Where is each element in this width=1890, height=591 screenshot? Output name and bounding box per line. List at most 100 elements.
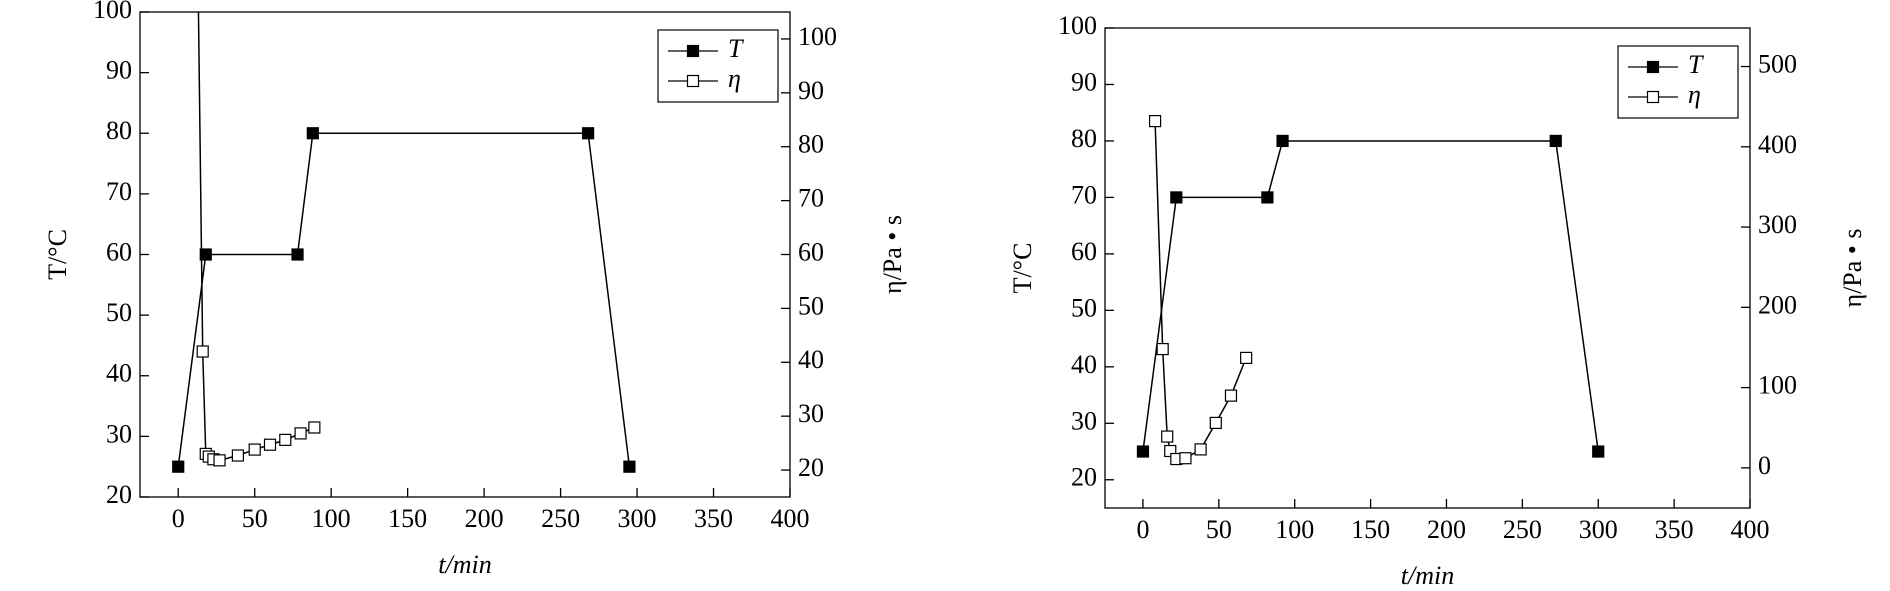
y2-tick-label: 400	[1758, 130, 1797, 159]
plot-frame	[1104, 27, 1751, 509]
y2-tick-label: 300	[1758, 210, 1797, 239]
marker	[623, 460, 636, 473]
y-tick-label: 80	[1071, 124, 1097, 153]
marker	[196, 345, 209, 358]
series-layer	[172, 12, 636, 473]
series-layer	[1136, 115, 1605, 466]
series-line	[177, 132, 631, 467]
marker	[1209, 416, 1222, 430]
chart: 0 50 100 150 200 250 300 350 400 20 30 40 50 60 70 80 90…	[1008, 11, 1867, 590]
marker	[1136, 445, 1150, 458]
y-tick-label: 20	[106, 480, 132, 509]
legend-box	[657, 29, 779, 103]
y2-axis-label: η/Pa • s	[1838, 228, 1867, 307]
chart: 0 50 100 150 200 250 300 350 400 20 30 40 50 60 70 80 90…	[43, 0, 907, 579]
y-tick-label: 30	[1071, 406, 1097, 435]
marker	[263, 438, 277, 451]
legend-marker	[686, 74, 700, 88]
series-line	[1154, 121, 1247, 460]
y-tick-label: 90	[1071, 67, 1097, 96]
legend-marker	[686, 44, 700, 58]
y2-tick-label: 200	[1758, 290, 1797, 319]
y2-tick-label: 20	[798, 453, 824, 482]
marker	[1276, 134, 1289, 148]
y-tick-label: 80	[106, 116, 132, 145]
legend-label: η	[728, 64, 741, 93]
x-tick-label: 150	[1351, 515, 1390, 544]
marker	[291, 248, 304, 261]
x-tick-label: 100	[312, 504, 351, 533]
y2-tick-label: 40	[798, 345, 824, 374]
legend-box	[1617, 45, 1739, 119]
y-tick-label: 30	[106, 419, 132, 448]
y-tick-label: 100	[93, 0, 132, 24]
marker	[1549, 134, 1562, 148]
y-tick-label: 40	[1071, 350, 1097, 379]
y2-tick-label: 60	[798, 237, 824, 266]
marker	[294, 427, 307, 440]
marker	[1170, 191, 1183, 204]
x-tick-label: 150	[388, 504, 427, 533]
y-tick-label: 90	[106, 56, 132, 85]
y-tick-label: 70	[106, 177, 132, 206]
legend-label: η	[1688, 80, 1701, 109]
x-tick-label: 250	[541, 504, 580, 533]
marker	[248, 443, 261, 456]
y2-tick-label: 70	[798, 184, 824, 213]
x-tick-label: 50	[242, 504, 268, 533]
series-line	[1142, 140, 1599, 452]
marker	[1592, 445, 1605, 458]
marker	[1261, 191, 1274, 204]
x-axis-label: t/min	[438, 550, 491, 579]
x-tick-label: 100	[1275, 515, 1314, 544]
legend-label: T	[728, 34, 744, 63]
y2-tick-label: 90	[798, 76, 824, 105]
y-tick-label: 20	[1071, 463, 1097, 492]
x-tick-label: 200	[1427, 515, 1466, 544]
marker	[1224, 389, 1238, 402]
marker	[172, 460, 185, 473]
y2-tick-label: 500	[1758, 49, 1797, 78]
legend-marker	[1646, 90, 1660, 104]
marker	[1148, 115, 1162, 128]
marker	[1161, 430, 1174, 443]
x-tick-label: 400	[771, 504, 810, 533]
y-tick-label: 40	[106, 359, 132, 388]
y-axis-label: T/°C	[1008, 243, 1037, 294]
marker	[582, 127, 595, 140]
y-tick-label: 60	[106, 237, 132, 266]
marker	[213, 454, 226, 467]
marker	[199, 248, 212, 261]
x-tick-label: 350	[1655, 515, 1694, 544]
y2-tick-label: 100	[1758, 371, 1797, 400]
x-tick-label: 50	[1206, 515, 1232, 544]
y2-tick-label: 80	[798, 130, 824, 159]
marker	[308, 421, 321, 434]
x-tick-label: 300	[1579, 515, 1618, 544]
marker	[306, 127, 319, 140]
marker	[1240, 351, 1253, 364]
x-tick-label: 0	[172, 504, 185, 533]
x-tick-label: 0	[1136, 515, 1149, 544]
x-tick-label: 400	[1731, 515, 1770, 544]
marker	[231, 449, 244, 462]
y2-tick-label: 100	[798, 22, 837, 51]
x-axis-label: t/min	[1401, 561, 1454, 590]
marker	[1156, 342, 1169, 356]
legend-marker	[1646, 60, 1660, 74]
x-tick-label: 200	[465, 504, 504, 533]
x-tick-label: 350	[694, 504, 733, 533]
y2-tick-label: 30	[798, 399, 824, 428]
y-tick-label: 50	[1071, 293, 1097, 322]
y2-tick-label: 0	[1758, 451, 1771, 480]
y2-axis-label: η/Pa • s	[878, 215, 907, 294]
x-tick-label: 300	[618, 504, 657, 533]
marker	[1194, 443, 1207, 456]
marker	[1179, 452, 1192, 465]
y-axis-label: T/°C	[43, 229, 72, 280]
series-line	[197, 12, 315, 462]
y-tick-label: 100	[1058, 11, 1097, 40]
y2-tick-label: 50	[798, 291, 824, 320]
y-tick-label: 60	[1071, 237, 1097, 266]
